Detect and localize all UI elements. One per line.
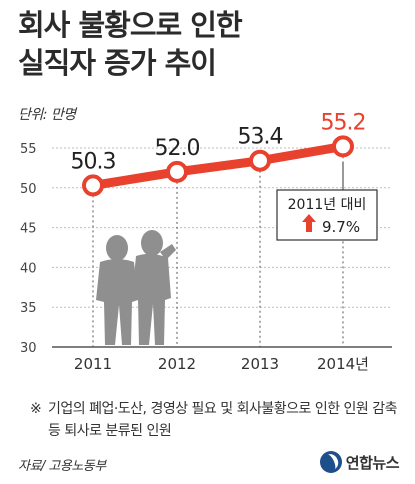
unit-label: 단위: 만명 [18,107,76,123]
chart-title: 회사 불황으로 인한 실직자 증가 추이 [18,6,398,82]
yonhap-logo-icon [319,451,342,473]
series-layer [82,135,354,197]
y-tick-label: 50 [20,182,37,197]
source-label: 자료/ 고용노동부 [18,459,106,474]
x-tick-label: 2013 [241,355,279,373]
y-tick-label: 30 [20,341,37,356]
logo: 연합뉴스 [319,451,400,473]
callout-value: 9.7% [322,218,360,236]
x-tick-label: 2014년 [317,355,369,373]
footnote-mark: ※ [30,401,42,417]
label-layer: 50.3 52.0 53.4 55.2 [71,110,367,174]
x-tick-label: 2012 [158,355,196,373]
up-arrow-icon [302,214,316,232]
series-line [88,141,348,190]
callout-box: 2011년 대비 9.7% [276,162,378,241]
data-point [332,135,354,158]
footnote: ※ 기업의 폐업·도산, 경영상 필요 및 회사불황으로 인한 인원 감축 등 … [30,398,400,442]
data-point [249,149,271,172]
y-tick-label: 45 [20,222,37,237]
y-tick-label: 55 [20,142,37,157]
data-point [82,174,104,197]
callout-line1: 2011년 대비 [288,197,367,213]
logo-text: 연합뉴스 [345,453,400,472]
data-label: 53.4 [238,125,283,150]
data-label: 50.3 [71,149,116,174]
title-line-2: 실직자 증가 추이 [18,46,217,80]
data-point [166,160,188,183]
footnote-text: 기업의 폐업·도산, 경영상 필요 및 회사불황으로 인한 인원 감축 등 퇴사… [48,401,398,439]
data-label: 55.2 [321,110,366,135]
data-label: 52.0 [155,136,200,161]
y-tick-label: 40 [20,261,37,276]
grid-layer: 30 35 40 45 50 55 2011 2012 2013 2014년 [20,142,392,373]
silhouette-icon [96,230,176,345]
title-line-1: 회사 불황으로 인한 [18,8,243,42]
x-tick-label: 2011 [74,355,112,373]
y-tick-label: 35 [20,301,37,316]
